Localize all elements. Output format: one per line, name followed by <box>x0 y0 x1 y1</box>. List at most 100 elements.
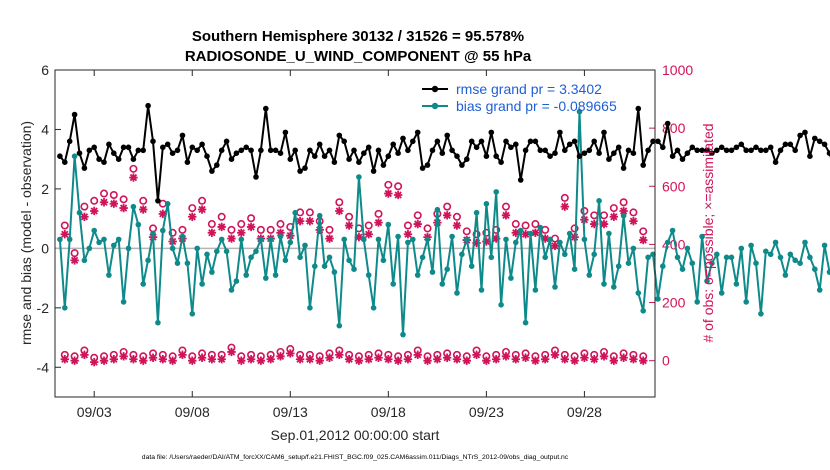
obs-assimilated-marker <box>109 199 119 208</box>
rmse-point <box>718 144 725 151</box>
obs-possible-marker <box>109 190 118 199</box>
rmse-point <box>155 198 161 204</box>
bias-point <box>503 236 509 243</box>
bias-point <box>596 198 602 204</box>
obs-assimilated-marker <box>550 241 560 251</box>
bias-point <box>591 251 597 258</box>
rmse-point <box>130 156 137 162</box>
rmse-point <box>684 150 691 156</box>
bias-point <box>292 209 299 216</box>
rmse-point <box>307 147 313 154</box>
bias-point <box>385 221 392 228</box>
rmse-point <box>101 159 107 165</box>
rmse-point <box>709 150 715 156</box>
bias-point <box>130 203 137 210</box>
bias-point <box>106 272 112 278</box>
obs-assimilated-marker <box>403 230 413 239</box>
bias-point <box>419 254 426 261</box>
bias-point <box>233 278 240 284</box>
rmse-point <box>625 147 632 154</box>
rmse-point <box>454 153 460 159</box>
rmse-point <box>787 141 794 148</box>
bias-point <box>537 224 544 231</box>
bias-point <box>356 174 362 180</box>
obs-assimilated-marker <box>364 230 373 239</box>
x-axis-label: Sep.01,2012 00:00:00 start <box>271 427 440 443</box>
rmse-point <box>478 138 485 145</box>
bias-point <box>586 272 593 278</box>
bias-point <box>380 257 387 264</box>
bias-point <box>488 254 495 261</box>
rmse-point <box>272 147 279 154</box>
rmse-point <box>444 132 451 139</box>
obs-possible-marker <box>423 224 432 233</box>
bias-point <box>204 251 210 258</box>
obs-assimilated-marker <box>609 212 619 221</box>
bias-point <box>517 227 524 234</box>
rmse-point <box>606 156 612 162</box>
bias-point <box>248 254 254 261</box>
rmse-point <box>267 147 274 154</box>
obs-possible-marker <box>413 211 422 220</box>
bias-point <box>709 260 715 267</box>
obs-assimilated-low-marker <box>629 355 638 364</box>
bias-point <box>576 108 583 115</box>
obs-assimilated-low-marker <box>197 353 207 362</box>
bias-point <box>101 236 107 243</box>
x-tick-label: 09/23 <box>469 404 504 420</box>
obs-possible-marker <box>207 220 216 229</box>
bias-point <box>120 299 127 305</box>
bias-point <box>449 233 455 240</box>
bias-point <box>547 236 553 243</box>
bias-point <box>164 201 171 207</box>
bias-point <box>728 254 735 261</box>
rmse-point <box>356 159 362 165</box>
rmse-point <box>655 138 661 145</box>
rmse-point <box>248 147 254 154</box>
rmse-point <box>468 138 475 145</box>
bias-point <box>522 319 529 326</box>
obs-assimilated-marker <box>237 228 246 237</box>
legend: rmse grand pr = 3.3402 bias grand pr = -… <box>422 81 617 114</box>
bias-point <box>733 281 740 287</box>
obs-possible-marker <box>217 212 226 221</box>
obs-possible-marker <box>364 221 373 230</box>
bias-point <box>361 236 367 243</box>
rmse-point <box>767 144 774 151</box>
bias-point <box>140 281 146 287</box>
bias-point <box>179 233 186 240</box>
rmse-point <box>385 153 392 159</box>
rmse-point <box>635 105 642 112</box>
bias-point <box>679 266 686 273</box>
bias-point <box>777 254 784 261</box>
obs-assimilated-low-marker <box>344 355 354 364</box>
bias-point <box>532 287 539 293</box>
obs-assimilated-low-marker <box>501 352 511 361</box>
bias-point <box>414 272 421 278</box>
rmse-point <box>150 138 156 145</box>
rmse-point <box>660 144 666 151</box>
obs-assimilated-low-marker <box>560 355 570 364</box>
rmse-point <box>316 141 323 148</box>
obs-assimilated-low-marker <box>168 356 177 365</box>
obs-assimilated-low-marker <box>570 356 579 365</box>
bias-point <box>253 248 259 255</box>
rmse-point <box>679 156 686 162</box>
rmse-point <box>76 150 83 156</box>
obs-assimilated-low-marker <box>256 356 266 365</box>
rmse-point <box>797 132 803 139</box>
rmse-point <box>802 129 808 136</box>
bias-point <box>660 263 666 270</box>
bias-point <box>611 284 617 290</box>
rmse-point <box>615 144 622 151</box>
rmse-point <box>380 162 387 168</box>
rmse-point <box>738 141 745 148</box>
y2-tick-label: 600 <box>662 178 686 194</box>
bias-point <box>615 263 622 270</box>
rmse-point <box>321 153 328 159</box>
rmse-point <box>527 138 534 145</box>
bias-point <box>483 201 490 207</box>
bias-point <box>57 236 63 243</box>
rmse-point <box>106 141 112 148</box>
